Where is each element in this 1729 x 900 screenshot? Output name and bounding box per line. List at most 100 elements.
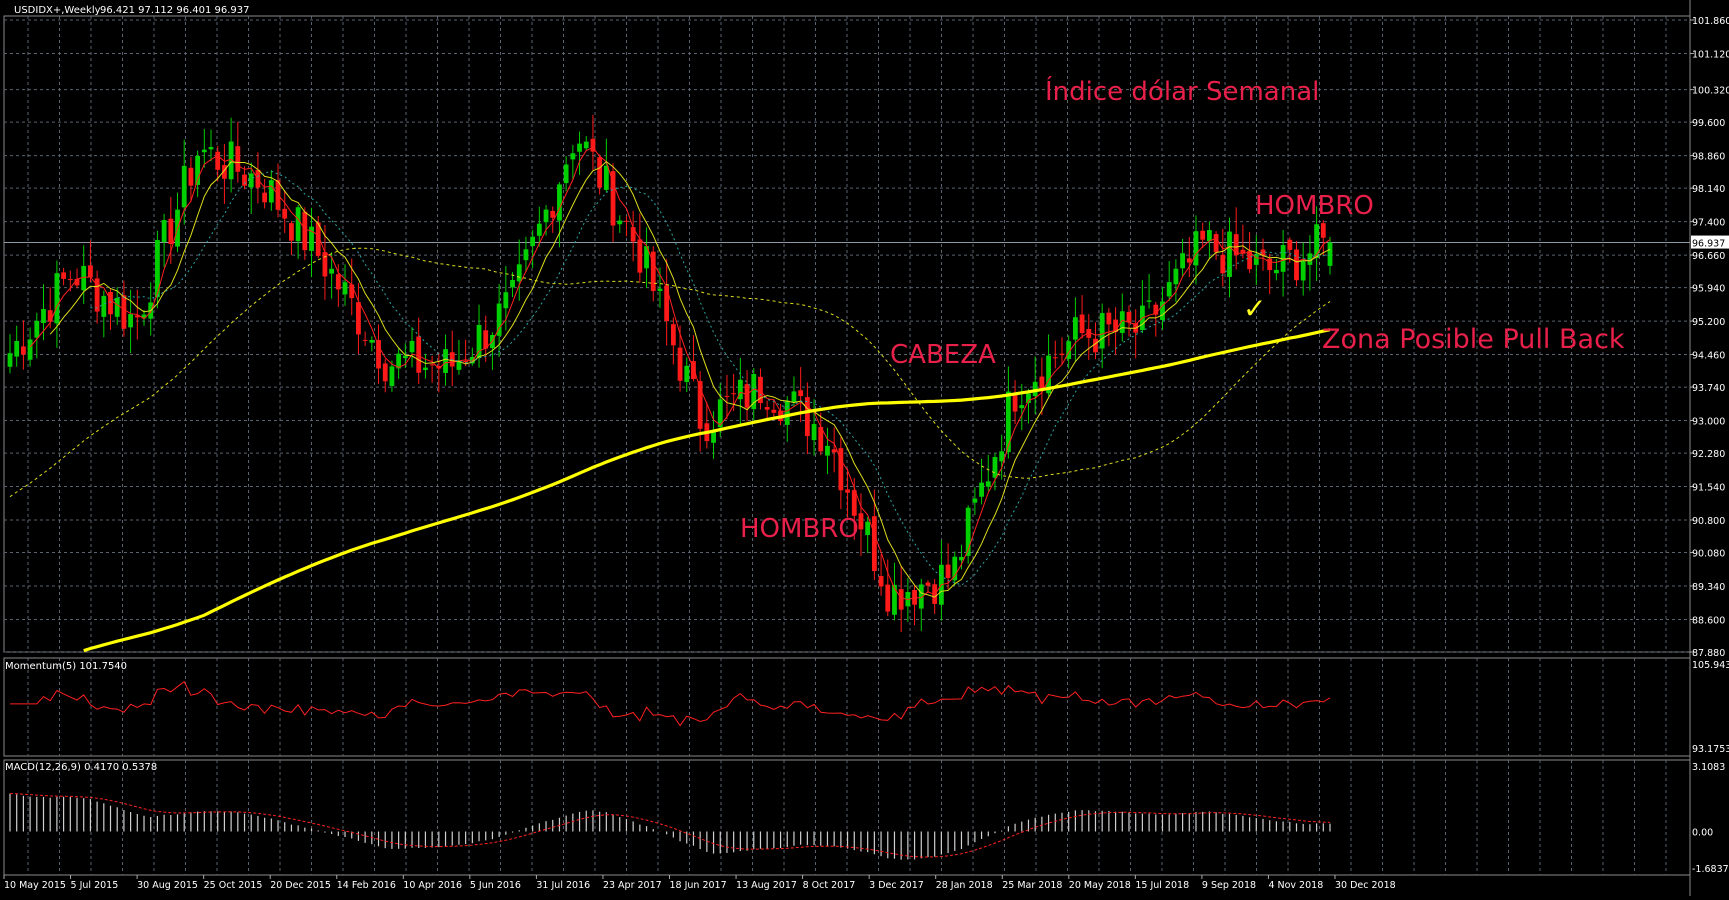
candle-body [516, 264, 522, 282]
time-tick-label: 23 Apr 2017 [603, 880, 662, 891]
candle-body [436, 365, 442, 369]
candle-body [1153, 304, 1159, 315]
candle-body [1032, 381, 1038, 397]
candle-body [34, 320, 40, 338]
candle-body [201, 149, 207, 153]
candle-body [744, 384, 750, 408]
candle-body [925, 582, 931, 586]
candle-body [563, 164, 569, 184]
candle-body [731, 393, 737, 395]
candle-body [1260, 249, 1266, 256]
candle-body [242, 174, 247, 186]
candle-body [550, 210, 556, 218]
macd-label: MACD(12,26,9) 0.4170 0.5378 [5, 762, 157, 773]
candle-body [771, 409, 777, 413]
price-tick-label: 101.860 [1692, 16, 1729, 27]
ma-slow-dotted-line [9, 247, 1331, 498]
candle-body [784, 400, 790, 425]
candle-body [14, 341, 20, 357]
pullback-annotation: Zona Posible Pull Back [1322, 324, 1625, 355]
time-tick-label: 10 Apr 2016 [403, 880, 462, 891]
candle-body [845, 489, 850, 493]
candle-body [1106, 312, 1112, 325]
candle-body [637, 239, 643, 273]
time-tick-label: 28 Jan 2018 [936, 880, 993, 891]
candle-body [1126, 311, 1132, 323]
candle-body [838, 448, 844, 491]
candle-body [1200, 230, 1206, 240]
candle-body [1046, 355, 1051, 394]
candle-body [1327, 242, 1333, 266]
candle-body [134, 315, 140, 318]
candle-body [617, 220, 623, 225]
time-tick-label: 30 Aug 2015 [137, 880, 198, 891]
candle-body [469, 356, 475, 364]
candle-body [530, 236, 536, 247]
candle-body [885, 584, 891, 612]
candle-body [985, 481, 991, 487]
momentum-panel: 105.9432 93.1753 [10, 660, 1729, 755]
candle-body [41, 309, 46, 324]
candle-body [1146, 300, 1152, 302]
candle-body [1240, 249, 1246, 254]
candle-body [429, 364, 435, 366]
candle-body [979, 482, 984, 497]
time-tick-label: 9 Sep 2018 [1202, 880, 1256, 891]
candle-body [691, 361, 696, 380]
candle-body [590, 138, 596, 152]
candle-body [945, 564, 951, 579]
price-tick-label: 99.600 [1692, 118, 1725, 129]
candle-body [181, 165, 187, 208]
candle-body [1086, 328, 1092, 338]
candle-body [878, 576, 884, 587]
candle-body [918, 584, 924, 609]
candle-body [409, 340, 415, 353]
candle-body [1099, 313, 1105, 349]
candle-body [1300, 261, 1306, 281]
price-tick-label: 90.080 [1692, 549, 1725, 560]
candle-body [1320, 223, 1326, 238]
price-tick-label: 88.600 [1692, 615, 1725, 626]
candle-body [724, 395, 730, 397]
candle-body [798, 390, 804, 397]
candle-body [536, 223, 542, 236]
candle-body [510, 280, 515, 288]
candle-body [999, 451, 1005, 462]
candle-body [1039, 376, 1045, 390]
candle-body [262, 192, 268, 203]
candle-body [811, 424, 817, 441]
candle-body [61, 272, 67, 279]
candle-body [557, 184, 562, 221]
candle-body [697, 381, 703, 429]
candle-body [630, 227, 636, 242]
momentum-line [10, 680, 1331, 727]
time-tick-label: 8 Oct 2017 [803, 880, 856, 891]
time-tick-label: 25 Mar 2018 [1002, 880, 1062, 891]
candle-body [603, 165, 609, 190]
time-tick-label: 25 Oct 2015 [204, 880, 263, 891]
time-tick-label: 20 May 2018 [1069, 880, 1131, 891]
candle-body [349, 284, 355, 299]
candle-body [155, 239, 160, 298]
candle-body [369, 340, 375, 343]
candle-body [335, 274, 341, 290]
candle-body [1280, 245, 1286, 272]
candle-body [27, 339, 33, 360]
candle-body [851, 490, 857, 516]
ma-200-line [83, 328, 1331, 653]
candle-body [597, 157, 603, 188]
candle-body [1287, 239, 1293, 250]
candle-body [898, 589, 904, 610]
candle-body [1253, 254, 1259, 265]
candle-body [1066, 341, 1072, 359]
candle-body [161, 220, 167, 242]
candle-body [1119, 311, 1125, 333]
price-tick-label: 95.200 [1692, 317, 1725, 328]
price-tick-label: 98.140 [1692, 184, 1725, 195]
candle-body [128, 314, 134, 328]
candle-body [54, 273, 60, 324]
candle-body [965, 507, 971, 556]
candle-body [1026, 393, 1031, 403]
candle-body [382, 363, 388, 382]
